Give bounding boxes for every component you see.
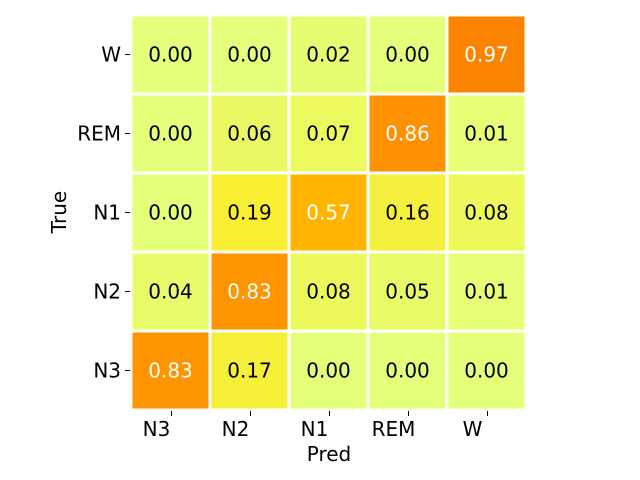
heatmap-value-label: 0.04 [148,280,193,304]
heatmap-cells [132,16,525,409]
x-tick-label: REM [372,417,416,441]
heatmap-cell-N3-N2 [211,332,288,409]
heatmap-value-label: 0.00 [148,201,193,225]
y-axis-ticks: W REM N1 N2 N3 [77,43,130,383]
heatmap-value-label: 0.16 [385,201,430,225]
heatmap-value-label: 0.02 [306,43,351,67]
heatmap-value-label: 0.19 [227,201,272,225]
heatmap-cell-REM-N3 [132,95,209,172]
heatmap-cell-N1-N3 [132,174,209,251]
heatmap-cell-N3-W [448,332,525,409]
heatmap-value-label: 0.83 [148,359,193,383]
y-tick-label: W [101,43,121,67]
x-tick-label: N2 [222,417,250,441]
heatmap-cell-N2-REM [369,253,446,330]
x-tick-label: N1 [301,417,329,441]
heatmap-cell-N1-N1 [290,174,367,251]
heatmap-value-label: 0.00 [464,359,509,383]
heatmap-cell-W-N3 [132,16,209,93]
heatmap-value-label: 0.00 [385,43,430,67]
heatmap-cell-N2-W [448,253,525,330]
x-tick-label: W [463,417,483,441]
heatmap-cell-W-REM [369,16,446,93]
heatmap-value-labels: 0.00 0.00 0.02 0.00 0.97 0.00 0.06 0.07 0.86 0.01… [148,43,509,383]
heatmap-value-label: 0.86 [385,122,430,146]
x-axis-label: Pred [307,442,352,466]
heatmap-value-label: 0.00 [227,43,272,67]
heatmap-value-label: 0.83 [227,280,272,304]
y-tick-label: N2 [93,280,121,304]
heatmap-value-label: 0.06 [227,122,272,146]
y-tick-label: N1 [93,201,121,225]
heatmap-cell-REM-REM [369,95,446,172]
heatmap-value-label: 0.00 [148,43,193,67]
heatmap-cell-REM-N2 [211,95,288,172]
heatmap-value-label: 0.07 [306,122,351,146]
heatmap-cell-N1-REM [369,174,446,251]
y-axis-label: True [47,191,71,234]
heatmap-cell-REM-N1 [290,95,367,172]
y-tick-label: N3 [93,359,121,383]
y-tick-label: REM [77,122,121,146]
heatmap-cell-W-N1 [290,16,367,93]
heatmap-value-label: 0.01 [464,122,509,146]
x-tick-label: N3 [143,417,171,441]
heatmap-cell-W-W [448,16,525,93]
heatmap-cell-N3-REM [369,332,446,409]
heatmap-cell-N3-N1 [290,332,367,409]
heatmap-value-label: 0.08 [464,201,509,225]
heatmap-cell-N2-N2 [211,253,288,330]
heatmap-cell-W-N2 [211,16,288,93]
heatmap-cell-N2-N1 [290,253,367,330]
heatmap-value-label: 0.00 [306,359,351,383]
heatmap-value-label: 0.97 [464,43,509,67]
heatmap-cell-N3-N3 [132,332,209,409]
heatmap-cell-N1-N2 [211,174,288,251]
heatmap-value-label: 0.17 [227,359,272,383]
heatmap-cell-N1-W [448,174,525,251]
heatmap-value-label: 0.05 [385,280,430,304]
heatmap-value-label: 0.01 [464,280,509,304]
x-axis-ticks: N3 N2 N1 REM W [143,411,488,441]
heatmap-value-label: 0.08 [306,280,351,304]
heatmap-value-label: 0.57 [306,201,351,225]
heatmap-cell-REM-W [448,95,525,172]
heatmap-cell-N2-N3 [132,253,209,330]
heatmap-value-label: 0.00 [385,359,430,383]
heatmap-value-label: 0.00 [148,122,193,146]
